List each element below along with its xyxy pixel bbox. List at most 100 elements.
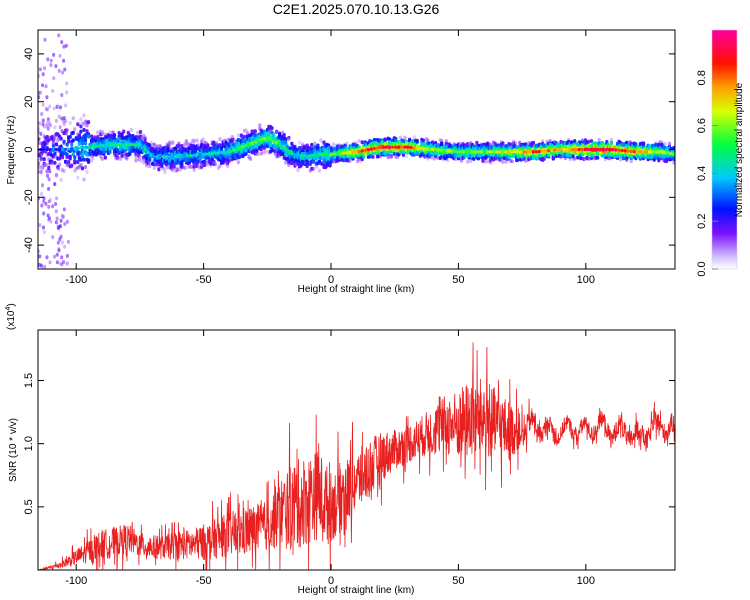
spectrogram-y-ticks: -40 -20 0 20 40 (23, 48, 675, 253)
spectrogram-cell (85, 129, 89, 134)
snr-panel: -100 -50 0 50 100 0.5 1.0 1.5 Height of straig… (5, 303, 676, 596)
spectrogram-ridge-cell (332, 152, 337, 156)
spectrogram-cell (148, 164, 152, 169)
spectrogram-ridge-cell (146, 150, 150, 154)
spectrogram-cell (63, 222, 67, 227)
spectrogram-cell (64, 103, 68, 108)
spectrogram-cell (271, 132, 276, 137)
spectrogram-ridge-cell (598, 147, 603, 152)
spectrogram-ridge-cell (540, 149, 545, 153)
spectrogram-ridge-cell (109, 143, 113, 147)
spectrogram-cell (371, 151, 375, 156)
spectrogram-cell (597, 137, 601, 142)
spectrogram-cell (47, 166, 51, 171)
spectrogram-cell (629, 159, 633, 164)
spectrogram-cell (38, 254, 42, 259)
spectrogram-cell (56, 240, 60, 245)
spectrogram-ridge-cell (461, 150, 465, 154)
figure-title: C2E1.2025.070.10.13.G26 (273, 1, 440, 17)
spectrogram-ridge-cell (149, 153, 153, 157)
spectrogram-cell (48, 169, 52, 174)
spectrogram-ridge-cell (635, 150, 639, 154)
spectrogram-cell (138, 129, 143, 134)
snr-x-tick-label: 100 (577, 575, 595, 587)
spectrogram-cell (122, 135, 126, 140)
spectrogram-cell (134, 158, 138, 163)
spectrogram-cell (70, 142, 74, 147)
spectrogram-cell (49, 58, 53, 63)
spectrogram-cell (357, 138, 361, 143)
spectrogram-ridge-cell (513, 150, 517, 154)
spectrogram-ridge-cell (244, 143, 248, 148)
spectrogram-cell (58, 53, 62, 58)
spectrogram-cell (62, 44, 66, 49)
spectrogram-cell (404, 154, 409, 159)
spectrogram-ridge-cell (430, 147, 435, 152)
spectrogram-ridge-cell (128, 143, 132, 147)
spectrogram-ridge-cell (602, 147, 606, 152)
spectrogram-cell (43, 66, 47, 71)
spectrogram-cell (62, 260, 66, 265)
spectrogram-ridge-cell (528, 150, 532, 154)
spectrogram-cell (60, 116, 64, 121)
spectrogram-ridge-cell (650, 150, 655, 154)
spectrogram-x-tick-label: 100 (577, 274, 595, 286)
spectrogram-cell (311, 159, 315, 164)
spectrogram-ridge-cell (491, 150, 496, 154)
spectrogram-ridge-cell (158, 155, 162, 159)
snr-y-scale: (x104) (5, 303, 17, 330)
spectrogram-cell (236, 160, 240, 165)
spectrogram-ridge-cell (436, 148, 441, 152)
spectrogram-cell (60, 213, 64, 218)
spectrogram-cell (60, 155, 65, 160)
spectrogram-cell (39, 170, 43, 175)
spectrogram-ridge-cell (381, 145, 386, 149)
spectrogram-cell (71, 152, 75, 157)
spectrogram-cell (389, 155, 393, 160)
spectrogram-cell (672, 160, 675, 165)
spectrogram-cell (288, 146, 292, 151)
spectrogram-cell (314, 164, 318, 169)
spectrogram-ridge-cell (189, 153, 193, 158)
snr-x-label: Height of straight line (km) (298, 585, 415, 596)
spectrogram-cell (360, 140, 364, 145)
spectrogram-ridge-cell (79, 146, 83, 150)
spectrogram-cell (223, 144, 227, 149)
spectrogram-ridge-cell (372, 146, 376, 151)
spectrogram-ridge-cell (366, 148, 370, 152)
spectrogram-cell (371, 154, 375, 159)
spectrogram-cell (218, 137, 222, 142)
spectrogram-cell (559, 139, 563, 144)
spectrogram-cell (73, 155, 77, 160)
spectrogram-cell (472, 156, 476, 161)
spectrogram-cell (45, 95, 49, 100)
spectrogram-cell (43, 37, 47, 42)
spectrogram-ridge-cell (476, 150, 480, 154)
spectrogram-ridge-cell (342, 151, 346, 155)
spectrogram-ridge-cell (672, 152, 675, 156)
spectrogram-cell (641, 141, 646, 146)
colorbar-frame (711, 29, 738, 270)
spectrogram-cell (65, 128, 69, 133)
spectrogram-cell (297, 140, 302, 145)
spectrogram-cell (284, 160, 288, 165)
spectrogram-ridge-cell (433, 148, 438, 152)
spectrogram-ridge-cell (400, 145, 404, 149)
spectrogram-cell (166, 147, 170, 152)
spectrogram-ridge-cell (592, 147, 597, 152)
spectrogram-ridge-cell (507, 150, 511, 154)
spectrogram-cell (183, 143, 187, 148)
snr-y-ticks: 0.5 1.0 1.5 (23, 373, 675, 514)
spectrogram-cell (76, 175, 80, 180)
spectrogram-cell (122, 129, 126, 134)
spectrogram-ridge-cell (85, 145, 89, 149)
spectrogram-cell (57, 114, 61, 119)
spectrogram-cell (313, 141, 317, 146)
spectrogram-cell (57, 156, 62, 161)
spectrogram-ridge-cell (134, 143, 138, 147)
spectrogram-cell (163, 167, 167, 172)
spectrogram-cell (206, 143, 210, 148)
spectrogram-cell (64, 131, 68, 136)
spectrogram-cell (42, 230, 46, 235)
spectrogram-cell (46, 213, 50, 218)
